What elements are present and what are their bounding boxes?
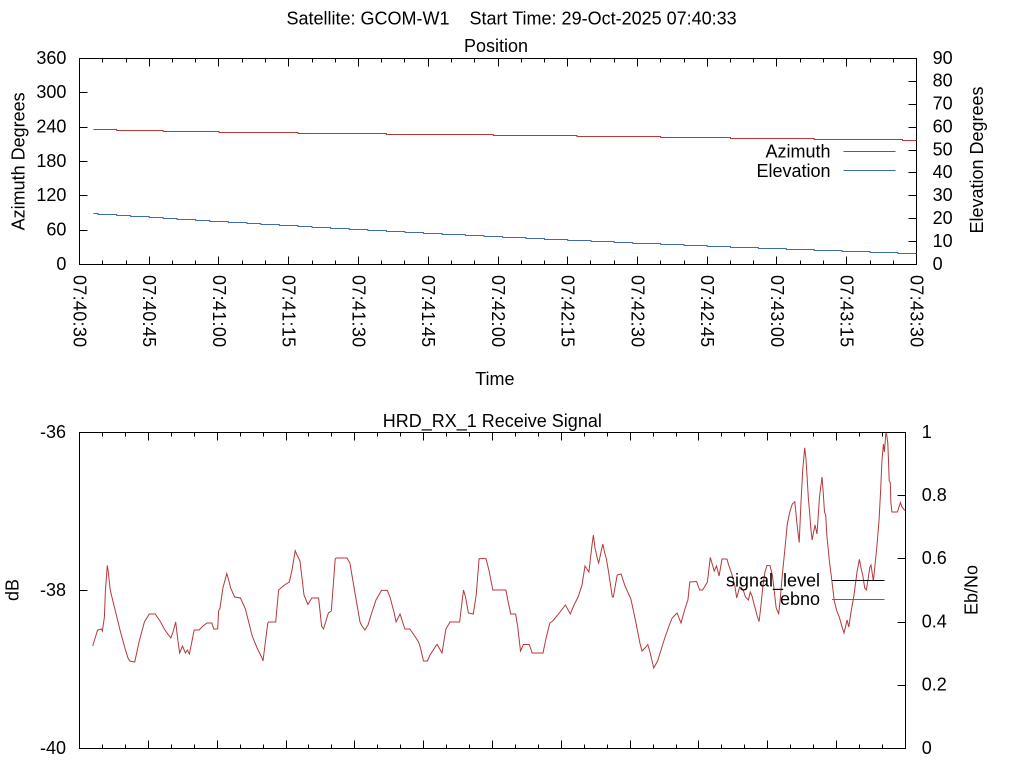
svg-text:-38: -38 <box>40 580 66 600</box>
svg-text:20: 20 <box>933 208 953 228</box>
svg-text:Azimuth Degrees: Azimuth Degrees <box>9 92 29 230</box>
svg-text:0: 0 <box>933 254 943 274</box>
svg-text:signal_level: signal_level <box>726 571 820 592</box>
svg-text:Elevation Degrees: Elevation Degrees <box>967 86 987 233</box>
svg-text:07:41:30: 07:41:30 <box>348 275 368 347</box>
svg-text:0: 0 <box>56 254 66 274</box>
svg-text:1: 1 <box>922 422 932 442</box>
svg-text:07:40:30: 07:40:30 <box>69 275 89 347</box>
svg-text:Time: Time <box>475 369 514 389</box>
svg-text:-36: -36 <box>40 422 66 442</box>
svg-text:dB: dB <box>2 579 22 601</box>
svg-text:07:42:15: 07:42:15 <box>558 275 578 347</box>
svg-text:0.2: 0.2 <box>922 675 947 695</box>
svg-text:07:43:30: 07:43:30 <box>906 275 926 347</box>
svg-text:180: 180 <box>36 151 66 171</box>
svg-text:0: 0 <box>922 738 932 758</box>
svg-text:07:42:00: 07:42:00 <box>488 275 508 347</box>
svg-text:Azimuth: Azimuth <box>765 141 830 161</box>
svg-text:60: 60 <box>46 220 66 240</box>
svg-text:0.8: 0.8 <box>922 485 947 505</box>
svg-text:07:42:45: 07:42:45 <box>697 275 717 347</box>
svg-text:07:43:15: 07:43:15 <box>837 275 857 347</box>
svg-text:40: 40 <box>933 162 953 182</box>
svg-text:360: 360 <box>36 48 66 68</box>
svg-text:HRD_RX_1 Receive Signal: HRD_RX_1 Receive Signal <box>383 411 602 432</box>
svg-text:Elevation: Elevation <box>756 161 830 181</box>
svg-text:80: 80 <box>933 71 953 91</box>
svg-text:07:40:45: 07:40:45 <box>139 275 159 347</box>
svg-text:10: 10 <box>933 231 953 251</box>
svg-text:07:42:30: 07:42:30 <box>627 275 647 347</box>
svg-text:Satellite: GCOM-W1 Start Ti: Satellite: GCOM-W1 Start Time: 29-Oct-20… <box>287 8 737 28</box>
svg-text:0.6: 0.6 <box>922 548 947 568</box>
svg-text:120: 120 <box>36 185 66 205</box>
svg-text:-40: -40 <box>40 738 66 758</box>
svg-text:Position: Position <box>464 36 528 56</box>
svg-text:07:43:00: 07:43:00 <box>767 275 787 347</box>
svg-text:90: 90 <box>933 48 953 68</box>
svg-text:300: 300 <box>36 82 66 102</box>
svg-text:07:41:15: 07:41:15 <box>279 275 299 347</box>
svg-text:0.4: 0.4 <box>922 611 947 631</box>
svg-text:50: 50 <box>933 139 953 159</box>
svg-text:240: 240 <box>36 117 66 137</box>
svg-text:Eb/No: Eb/No <box>961 565 981 615</box>
svg-text:70: 70 <box>933 94 953 114</box>
svg-text:30: 30 <box>933 185 953 205</box>
svg-text:07:41:45: 07:41:45 <box>418 275 438 347</box>
svg-text:60: 60 <box>933 117 953 137</box>
svg-text:07:41:00: 07:41:00 <box>209 275 229 347</box>
svg-text:ebno: ebno <box>780 589 820 609</box>
